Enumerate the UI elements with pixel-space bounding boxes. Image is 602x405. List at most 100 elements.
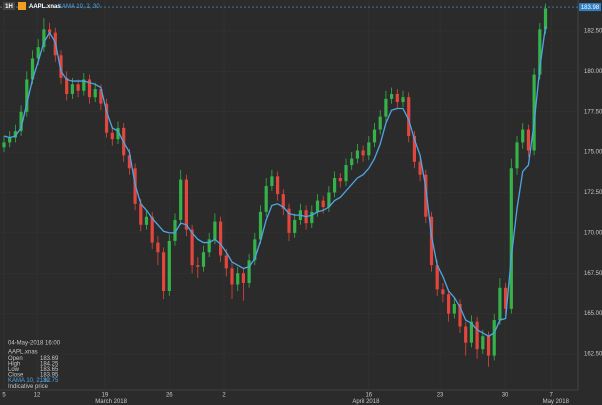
info-value: 183.95 (40, 373, 59, 379)
candle-body (19, 111, 23, 132)
y-tick-label: 175.00 (584, 150, 602, 156)
candle-body (161, 252, 166, 292)
candle-body (372, 129, 377, 143)
y-tick-label: 180.00 (584, 69, 602, 75)
candle-body (526, 129, 531, 151)
candle-body (36, 47, 40, 59)
candle-body (452, 303, 456, 314)
candle-body (395, 93, 399, 103)
candle-body (538, 29, 542, 75)
candle-body (99, 89, 103, 104)
candle-body (532, 74, 536, 151)
candle-body (435, 265, 439, 290)
candle-body (30, 58, 35, 80)
candle-body (110, 132, 114, 140)
x-tick-label: 2 (222, 393, 226, 399)
candle-body (179, 179, 183, 220)
y-tick-label: 165.00 (584, 311, 602, 317)
candle-body (287, 208, 291, 233)
candle-body (207, 239, 211, 253)
candle-body (190, 229, 194, 266)
symbol: AAPL.xnas (29, 4, 61, 10)
candle-body (87, 79, 92, 98)
x-tick-label: 30 (502, 393, 509, 399)
candle-body (521, 129, 525, 143)
marks (0, 3, 578, 367)
candle-body (327, 192, 331, 208)
candle-body (338, 177, 342, 182)
month-label: April 2018 (352, 399, 380, 405)
candle-body (401, 97, 405, 103)
x-tick-label: 23 (437, 393, 444, 399)
info-datetime: 04-May-2018 16:00 (8, 341, 61, 347)
candle-body (481, 336, 485, 350)
candle-body (275, 176, 280, 195)
candle-body (464, 326, 468, 343)
info-key: High (8, 362, 20, 368)
candle-body (241, 273, 245, 283)
candle-body (350, 158, 354, 166)
candle-body (333, 177, 337, 193)
current-price-label: 183.98 (581, 5, 600, 11)
candle-body (93, 89, 97, 98)
y-tick-label: 172.50 (584, 190, 602, 196)
interval: 1H (5, 4, 13, 10)
candle-body (543, 8, 548, 30)
info-value: 183.69 (40, 356, 59, 362)
info-key: Open (8, 356, 23, 362)
candle-body (270, 176, 274, 187)
candle-body (59, 55, 63, 78)
candle-body (139, 203, 143, 225)
candle-body (355, 150, 360, 159)
y-tick-label: 167.50 (584, 271, 602, 277)
candle-body (76, 84, 80, 91)
grid (0, 0, 578, 390)
info-value: 183.65 (40, 367, 59, 373)
candle-body (504, 287, 508, 309)
info-note: Indicative price (8, 384, 49, 390)
candle-body (156, 242, 160, 253)
x-tick-label: 16 (365, 393, 372, 399)
y-tick-label: 177.50 (584, 109, 602, 115)
candle-body (424, 174, 428, 217)
candle-body (167, 240, 171, 292)
candle-body (82, 79, 86, 91)
candle-body (412, 135, 417, 162)
candle-body (213, 221, 217, 240)
month-label: May 2018 (543, 399, 570, 405)
candle-body (42, 29, 46, 48)
candle-body (441, 289, 445, 295)
info-key: Close (8, 373, 24, 379)
candle-body (367, 142, 371, 156)
candle-body (65, 77, 69, 94)
candle-body (361, 150, 365, 156)
candle-body (344, 165, 348, 182)
y-tick-label: 182.50 (584, 29, 602, 35)
candle-body (390, 93, 394, 99)
candle-body (515, 142, 519, 169)
candle-body (475, 321, 479, 350)
info-key: Low (8, 367, 20, 373)
candle-body (486, 336, 491, 356)
candle-body (2, 142, 6, 148)
candle-body (258, 211, 263, 240)
candle-body (447, 294, 451, 314)
candle-body (418, 161, 422, 175)
candle-body (429, 216, 434, 266)
candle-body (196, 265, 200, 267)
candle-body (150, 216, 154, 243)
info-kama-value: 182.75 (40, 378, 59, 384)
candle-body (70, 84, 74, 94)
info-kama-key: KAMA 10, 2, 30 (8, 378, 50, 384)
interval-badge[interactable] (3, 2, 15, 10)
x-tick-label: 12 (34, 393, 41, 399)
candle-body (293, 219, 297, 233)
candle-body (173, 219, 177, 241)
info-value: 184.25 (40, 362, 59, 368)
candle-body (47, 29, 52, 33)
